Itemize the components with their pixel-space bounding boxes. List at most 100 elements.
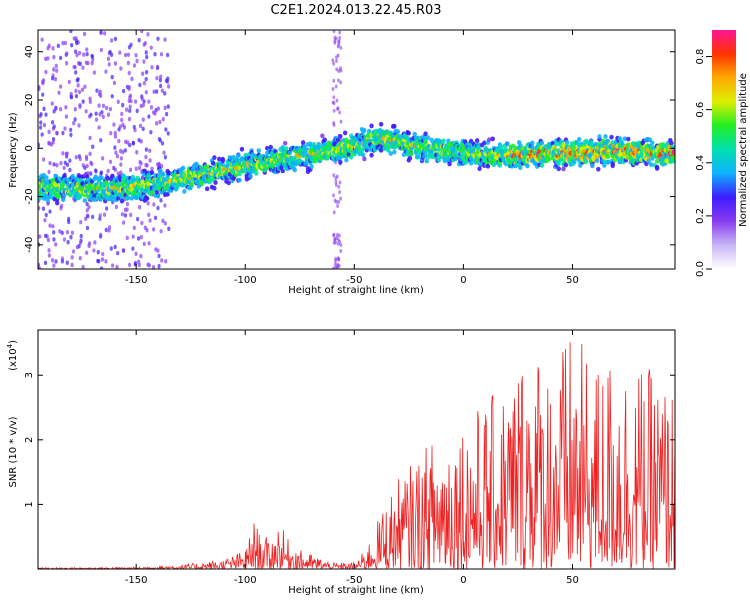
ridge-point <box>226 180 231 186</box>
noise-point <box>146 32 150 37</box>
noise-point <box>159 83 163 89</box>
noise-point <box>123 207 127 213</box>
noise-point <box>55 130 59 136</box>
ridge-point <box>119 198 125 204</box>
noise-point <box>164 78 169 83</box>
noise-point <box>65 229 70 235</box>
noise-point <box>337 199 341 204</box>
noise-point <box>64 114 68 119</box>
spectrogram-panel: -150 -100 -50 0 50 -40 -20 0 20 40 Height of stra… <box>8 29 676 296</box>
ridge-point <box>609 134 614 140</box>
noise-point <box>78 104 82 109</box>
noise-point <box>92 70 96 75</box>
snr-series-line <box>38 342 675 569</box>
noise-point <box>84 60 88 66</box>
noise-point <box>106 56 111 62</box>
noise-point <box>137 259 141 264</box>
noise-point <box>113 61 118 66</box>
ridge-point <box>412 131 417 137</box>
snr-xtick-label: -150 <box>125 575 148 586</box>
noise-point <box>55 68 59 73</box>
ridge-point <box>576 137 582 142</box>
ridge-point <box>441 138 446 144</box>
spectrogram-ytick-label: 20 <box>24 94 35 107</box>
noise-point <box>155 64 160 70</box>
noise-point <box>60 230 64 236</box>
noise-point <box>165 111 169 117</box>
ridge-point <box>561 142 566 148</box>
noise-point <box>332 108 336 113</box>
noise-point <box>97 103 101 108</box>
noise-point <box>92 248 96 253</box>
noise-point <box>131 246 135 251</box>
noise-point <box>54 63 58 69</box>
ridge-point <box>539 163 545 168</box>
spectrogram-axes: -150 -100 -50 0 50 -40 -20 0 20 40 <box>24 30 675 286</box>
snr-xtick-label: -50 <box>346 575 362 586</box>
noise-point <box>128 167 133 173</box>
noise-point <box>337 184 341 189</box>
ridge-point <box>486 137 492 143</box>
noise-point <box>141 175 145 180</box>
noise-point <box>128 108 132 113</box>
snr-ytick-label: 1 <box>24 501 35 507</box>
ridge-point <box>556 166 561 172</box>
spectrogram-xtick-label: 50 <box>566 275 579 286</box>
spectrogram-ytick-label: 0 <box>24 145 35 151</box>
noise-point <box>43 218 47 223</box>
noise-point <box>59 160 63 166</box>
noise-point <box>333 237 337 242</box>
ridge-point <box>44 193 49 199</box>
noise-point <box>50 76 55 81</box>
noise-point <box>134 251 138 256</box>
ridge-point <box>597 134 602 139</box>
ridge-point <box>189 181 194 187</box>
noise-point <box>128 104 132 109</box>
ridge-point <box>44 175 49 180</box>
ridge-point <box>216 156 222 162</box>
noise-point <box>339 242 343 247</box>
noise-point <box>337 68 341 73</box>
noise-point <box>147 263 151 268</box>
noise-point <box>51 120 55 125</box>
ridge-point <box>92 197 97 202</box>
noise-point <box>144 90 148 95</box>
noise-point <box>44 233 48 239</box>
noise-point <box>77 89 82 95</box>
noise-point <box>134 53 138 58</box>
noise-point <box>126 52 131 57</box>
ridge-point <box>590 163 595 169</box>
noise-point <box>52 162 56 167</box>
ridge-point <box>504 141 510 147</box>
ridge-point <box>646 158 651 164</box>
noise-point <box>338 110 342 115</box>
ridge-point <box>362 156 367 162</box>
noise-point <box>151 265 156 269</box>
snr-scale-factor: (x104) <box>6 340 19 371</box>
ridge-point <box>425 135 431 141</box>
snr-frame <box>37 329 676 570</box>
noise-point <box>98 213 102 218</box>
noise-point <box>117 138 121 144</box>
ridge-point <box>490 136 495 142</box>
noise-point <box>63 126 67 131</box>
noise-point <box>338 180 342 185</box>
ridge-point <box>654 164 660 170</box>
noise-point <box>79 233 83 239</box>
noise-point <box>85 201 89 207</box>
snr-xlabel: Height of straight line (km) <box>288 585 424 596</box>
noise-point <box>129 212 133 218</box>
noise-point <box>79 219 83 225</box>
ridge-point <box>407 155 413 161</box>
noise-point <box>163 37 167 42</box>
ridge-point <box>220 158 225 164</box>
noise-point <box>106 168 110 174</box>
ridge-point <box>378 121 384 127</box>
ridge-point <box>610 161 615 167</box>
noise-point <box>99 232 103 238</box>
noise-point <box>124 139 128 144</box>
noise-point <box>147 99 151 104</box>
noise-point <box>107 62 111 67</box>
noise-point <box>159 229 163 234</box>
noise-point <box>75 52 79 58</box>
